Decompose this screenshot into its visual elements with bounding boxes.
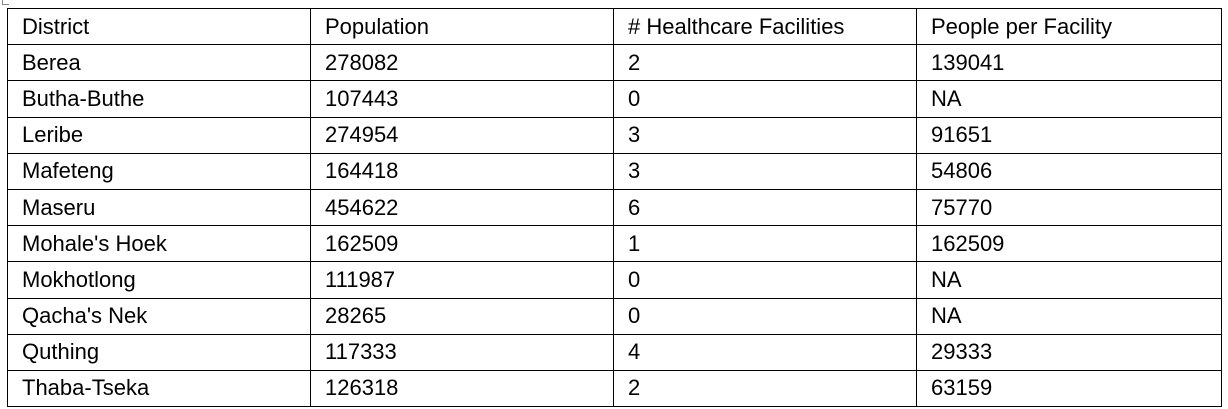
cell-district: Mafeteng (7, 152, 311, 190)
table-row: Thaba-Tseka 126318 2 63159 (7, 369, 1222, 408)
cell-population: 278082 (310, 44, 614, 82)
table-row: Berea 278082 2 139041 (7, 44, 1222, 82)
cell-people-per-facility: NA (916, 261, 1222, 299)
cell-population: 454622 (310, 188, 614, 227)
cell-people-per-facility: 91651 (916, 116, 1222, 154)
cell-population: 28265 (310, 297, 614, 335)
table-row: Mokhotlong 111987 0 NA (7, 261, 1222, 299)
table-header-row: District Population # Healthcare Facilit… (7, 7, 1222, 46)
cell-people-per-facility: 162509 (916, 225, 1222, 263)
cell-facilities: 1 (613, 225, 917, 263)
cell-district: Quthing (7, 333, 311, 371)
table-row: Leribe 274954 3 91651 (7, 116, 1222, 154)
cell-district: Leribe (7, 116, 311, 154)
cell-population: 274954 (310, 116, 614, 154)
cell-people-per-facility: 63159 (916, 369, 1222, 408)
cell-facilities: 3 (613, 152, 917, 190)
cell-facilities: 6 (613, 188, 917, 227)
table-row: Maseru 454622 6 75770 (7, 188, 1222, 227)
cell-facilities: 0 (613, 297, 917, 335)
cell-district: Thaba-Tseka (7, 369, 311, 408)
cell-district: Maseru (7, 188, 311, 227)
table-row: Mohale's Hoek 162509 1 162509 (7, 225, 1222, 263)
cell-people-per-facility: NA (916, 297, 1222, 335)
cell-district: Qacha's Nek (7, 297, 311, 335)
column-header-population: Population (310, 7, 614, 46)
cell-facilities: 2 (613, 369, 917, 408)
cell-people-per-facility: 75770 (916, 188, 1222, 227)
district-healthcare-table: District Population # Healthcare Facilit… (7, 7, 1222, 408)
cell-population: 111987 (310, 261, 614, 299)
cell-facilities: 3 (613, 116, 917, 154)
column-header-people-per-facility: People per Facility (916, 7, 1222, 46)
cell-district: Mokhotlong (7, 261, 311, 299)
table-row: Qacha's Nek 28265 0 NA (7, 297, 1222, 335)
cell-population: 107443 (310, 80, 614, 118)
cell-district: Butha-Buthe (7, 80, 311, 118)
cell-district: Berea (7, 44, 311, 82)
cell-population: 117333 (310, 333, 614, 371)
cell-population: 164418 (310, 152, 614, 190)
table-anchor-mark (2, 0, 9, 5)
cell-district: Mohale's Hoek (7, 225, 311, 263)
cell-people-per-facility: NA (916, 80, 1222, 118)
cell-people-per-facility: 54806 (916, 152, 1222, 190)
cell-population: 162509 (310, 225, 614, 263)
table-row: Butha-Buthe 107443 0 NA (7, 80, 1222, 118)
table-row: Mafeteng 164418 3 54806 (7, 152, 1222, 190)
cell-facilities: 0 (613, 80, 917, 118)
column-header-healthcare-facilities: # Healthcare Facilities (613, 7, 917, 46)
cell-people-per-facility: 29333 (916, 333, 1222, 371)
table-row: Quthing 117333 4 29333 (7, 333, 1222, 371)
column-header-district: District (7, 7, 311, 46)
cell-facilities: 4 (613, 333, 917, 371)
cell-facilities: 2 (613, 44, 917, 82)
cell-population: 126318 (310, 369, 614, 408)
cell-people-per-facility: 139041 (916, 44, 1222, 82)
cell-facilities: 0 (613, 261, 917, 299)
